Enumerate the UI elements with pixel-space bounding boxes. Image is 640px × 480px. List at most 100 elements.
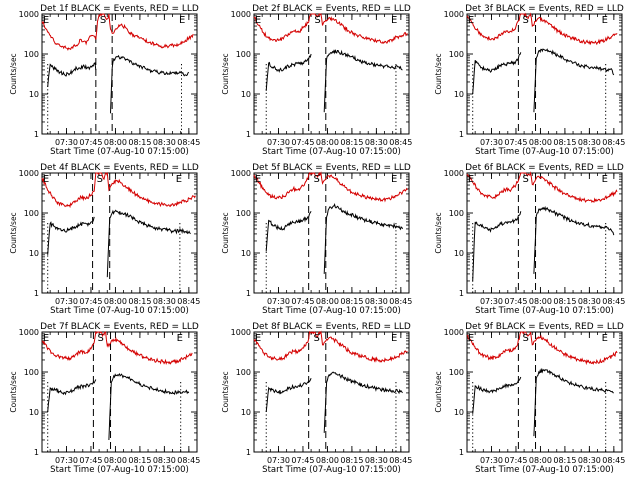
event-marker-s: S [97,333,103,344]
x-tick-label: 07:45 [504,456,527,465]
x-tick-label: 08:00 [104,297,127,306]
panel-title: Det 8f BLACK = Events, RED = LLD [252,322,411,332]
lld-series-line [41,330,193,366]
panel-title: Det 4f BLACK = Events, RED = LLD [40,163,199,173]
y-tick-label: 1000 [231,169,251,178]
panel-8: Det 8f BLACK = Events, RED = LLD 1 10 100 10… [221,322,412,475]
x-tick-label: 07:30 [55,456,78,465]
x-axis-label: Start Time (07-Aug-10 07:15:00) [50,147,189,157]
lld-series-line [41,13,194,51]
y-tick-label: 10 [29,90,39,99]
x-tick-label: 08:30 [578,297,601,306]
x-tick-label: 08:15 [553,456,576,465]
y-tick-label: 1 [246,448,251,457]
y-tick-label: 10 [454,408,464,417]
panel-7: Det 7f BLACK = Events, RED = LLD 1 10 100 10… [9,322,200,475]
x-axis-label: Start Time (07-Aug-10 07:15:00) [262,306,401,316]
y-tick-label: 1 [459,130,464,139]
event-marker-s: S [314,333,320,344]
x-tick-label: 07:30 [55,138,78,147]
event-marker-s: S [100,15,106,26]
x-tick-label: 08:15 [340,456,363,465]
y-tick-label: 1 [459,289,464,298]
x-tick-label: 08:30 [365,138,388,147]
x-tick-label: 08:45 [602,297,625,306]
x-tick-label: 07:30 [55,297,78,306]
x-tick-label: 07:45 [79,456,102,465]
y-tick-label: 1000 [19,328,39,337]
event-marker-e: E [602,174,608,185]
y-axis-label: Counts/sec [434,53,443,94]
x-tick-label: 08:45 [177,456,200,465]
panel-title: Det 3f BLACK = Events, RED = LLD [465,4,624,14]
x-tick-label: 07:30 [480,297,503,306]
event-marker-e: E [43,174,49,185]
y-tick-label: 10 [241,408,251,417]
panel-title: Det 6f BLACK = Events, RED = LLD [465,163,624,173]
event-marker-s: S [314,174,320,185]
panel-9: Det 9f BLACK = Events, RED = LLD 1 10 100 10… [434,322,625,475]
event-marker-e: E [602,333,608,344]
events-series-line [472,48,615,113]
event-marker-e: E [391,174,397,185]
y-tick-label: 1 [34,448,39,457]
x-tick-label: 08:30 [578,138,601,147]
y-tick-label: 1000 [444,169,464,178]
event-marker-e: E [43,333,49,344]
event-marker-e: E [176,174,182,185]
x-axis-label: Start Time (07-Aug-10 07:15:00) [475,306,614,316]
y-tick-label: 10 [454,90,464,99]
events-series-line [265,49,403,113]
x-tick-label: 08:00 [316,297,339,306]
y-tick-label: 10 [29,408,39,417]
x-tick-label: 08:30 [153,297,176,306]
event-marker-e: E [468,333,474,344]
lld-series-line [466,12,618,46]
y-tick-label: 100 [449,209,464,218]
lld-series-line [41,171,196,209]
plot-frame [253,172,410,294]
lld-series-line [253,330,408,363]
plot-frame [41,331,198,453]
x-tick-label: 07:45 [291,138,314,147]
x-tick-label: 07:30 [480,138,503,147]
x-tick-label: 07:30 [480,456,503,465]
events-series-line [265,203,403,274]
x-tick-label: 08:30 [153,456,176,465]
panel-6: Det 6f BLACK = Events, RED = LLD 1 10 100 10… [434,163,625,316]
x-tick-label: 08:00 [104,456,127,465]
plot-frame [466,331,623,453]
event-marker-e: E [177,333,183,344]
event-marker-e: E [255,333,261,344]
panel-1: Det 1f BLACK = Events, RED = LLD 1 10 100 10… [9,4,200,157]
panel-5: Det 5f BLACK = Events, RED = LLD 1 10 100 10… [221,163,412,316]
y-tick-label: 1000 [231,10,251,19]
x-tick-label: 07:30 [267,456,290,465]
event-marker-e: E [179,15,185,26]
lld-series-line [253,13,408,44]
event-marker-e: E [602,15,608,26]
y-tick-label: 1 [459,448,464,457]
events-series-line [472,367,614,437]
lld-series-line [466,331,618,366]
plot-frame [41,172,198,294]
plot-frame [253,13,410,135]
lld-series-line [466,171,618,204]
panel-title: Det 2f BLACK = Events, RED = LLD [252,4,411,14]
panel-title: Det 9f BLACK = Events, RED = LLD [465,322,624,332]
x-axis-label: Start Time (07-Aug-10 07:15:00) [50,306,189,316]
x-tick-label: 07:30 [267,297,290,306]
x-tick-label: 08:45 [602,138,625,147]
x-tick-label: 08:15 [128,297,151,306]
y-tick-label: 1000 [444,328,464,337]
panel-title: Det 5f BLACK = Events, RED = LLD [252,163,411,173]
x-tick-label: 07:45 [291,297,314,306]
x-tick-label: 08:30 [578,456,601,465]
y-axis-label: Counts/sec [221,53,230,94]
y-tick-label: 1000 [231,328,251,337]
event-marker-e: E [468,174,474,185]
event-marker-s: S [522,15,528,26]
events-series-line [47,54,190,114]
panel-title: Det 1f BLACK = Events, RED = LLD [40,4,199,14]
